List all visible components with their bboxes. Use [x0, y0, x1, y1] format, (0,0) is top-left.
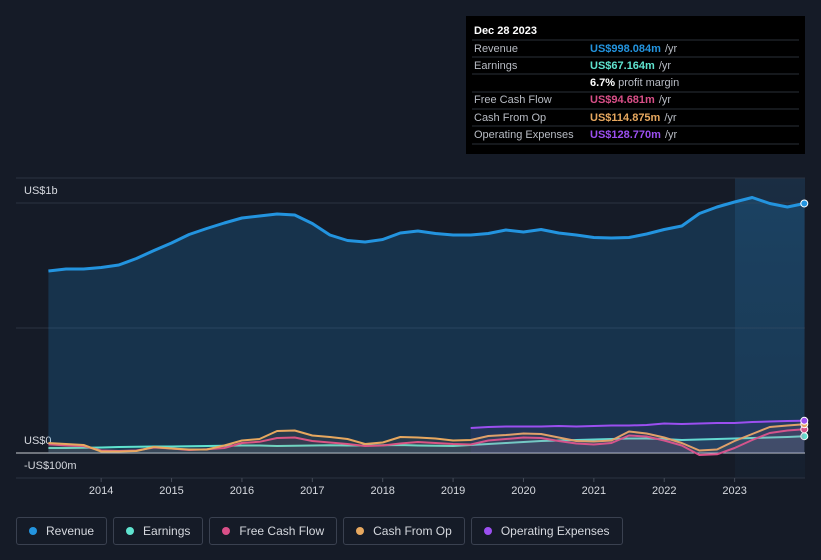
tooltip-value: US$998.084m/yr [590, 43, 678, 55]
series-line [48, 196, 805, 273]
legend-item[interactable]: Free Cash Flow [209, 517, 338, 545]
tooltip-label: Cash From Op [474, 112, 546, 124]
end-dot [800, 416, 809, 425]
y-tick-label: US$1b [24, 185, 58, 197]
series-area [48, 429, 805, 455]
x-tick-label: 2019 [441, 485, 465, 497]
series-area [470, 420, 805, 453]
legend-label: Revenue [46, 524, 95, 538]
chart: -US$100m US$0 US$1b 2014 2015 2016 2017 2018 201… [16, 16, 809, 497]
tooltip-value: US$128.770m/yr [590, 129, 678, 141]
legend-swatch [126, 527, 135, 535]
x-tick-label: 2018 [370, 485, 394, 497]
legend-item[interactable]: Operating Expenses [470, 517, 623, 545]
tooltip-value: US$67.164m/yr [590, 60, 671, 72]
x-tick-label: 2015 [159, 485, 183, 497]
tooltip-amount: US$114.875m [590, 112, 661, 124]
y-tick-label: -US$100m [24, 460, 77, 472]
tooltip-box [466, 16, 805, 154]
tooltip-margin: 6.7% profit margin [590, 77, 679, 89]
tooltip-unit: /yr [659, 60, 672, 72]
tooltip-amount: US$67.164m [590, 60, 655, 72]
tooltip-label: Revenue [474, 43, 518, 55]
x-tick-label: 2020 [511, 485, 535, 497]
tooltip-label: Free Cash Flow [474, 94, 552, 106]
legend-item[interactable]: Cash From Op [343, 517, 465, 545]
x-tick-label: 2021 [582, 485, 606, 497]
legend-swatch [29, 527, 37, 535]
x-tick-label: 2022 [652, 485, 676, 497]
x-tick-label: 2023 [722, 485, 746, 497]
legend-item[interactable]: Earnings [113, 517, 204, 545]
tooltip-amount: US$94.681m [590, 94, 655, 106]
legend-swatch [356, 527, 365, 535]
legend-label: Cash From Op [373, 524, 452, 538]
tooltip-label: Earnings [474, 60, 518, 72]
tooltip-unit: /yr [664, 112, 677, 124]
legend: Revenue Earnings Free Cash Flow Cash From O… [16, 517, 623, 545]
tooltip-label: Operating Expenses [474, 129, 574, 141]
series-line [48, 423, 805, 453]
tooltip: Dec 28 2023 Revenue US$998.084m/yr Earning… [466, 16, 805, 154]
tooltip-amount: US$998.084m [590, 43, 661, 55]
series-line [48, 435, 805, 449]
tooltip-value: US$114.875m/yr [590, 112, 677, 124]
tooltip-value: US$94.681m/yr [590, 94, 671, 106]
legend-label: Operating Expenses [500, 524, 610, 538]
series-area [48, 197, 805, 453]
tooltip-unit: /yr [659, 94, 672, 106]
end-dot [800, 199, 809, 208]
legend-label: Free Cash Flow [239, 524, 325, 538]
x-tick-label: 2016 [230, 485, 254, 497]
series-line [470, 419, 805, 429]
legend-swatch [222, 527, 231, 535]
x-tick-label: 2014 [89, 485, 113, 497]
margin-value: 6.7% [590, 77, 615, 89]
tooltip-unit: /yr [665, 43, 678, 55]
x-tick-label: 2017 [300, 485, 324, 497]
tooltip-date: Dec 28 2023 [474, 25, 537, 37]
tooltip-amount: US$128.770m [590, 129, 661, 141]
legend-swatch [483, 527, 492, 535]
tooltip-unit: /yr [665, 129, 678, 141]
legend-label: Earnings [143, 524, 191, 538]
legend-item[interactable]: Revenue [16, 517, 108, 545]
y-tick-label: US$0 [24, 435, 52, 447]
margin-text: profit margin [618, 77, 679, 89]
